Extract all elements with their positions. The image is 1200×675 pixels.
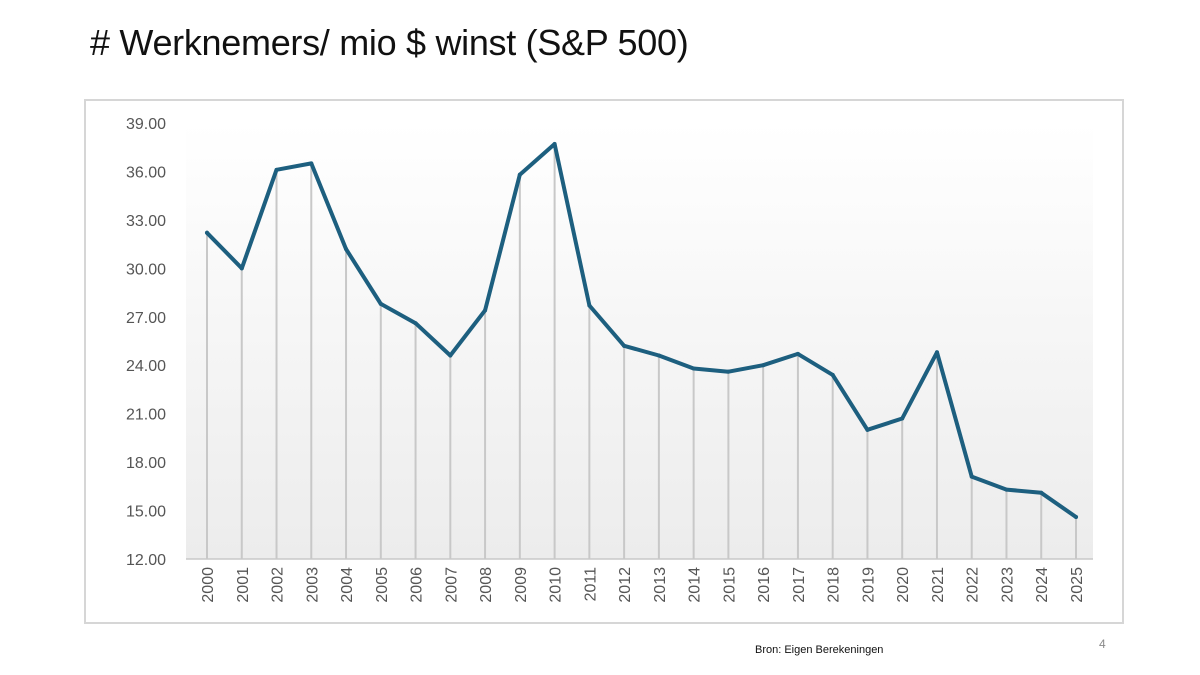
data-point — [309, 161, 314, 166]
x-tick-label: 2013 — [652, 567, 669, 603]
drop-lines — [206, 143, 1077, 559]
data-point — [344, 246, 349, 251]
line-chart: 12.00 15.00 18.00 21.00 24.00 27.00 30.00 33.00… — [126, 116, 1093, 603]
plot-area — [186, 123, 1093, 559]
x-tick-label: 2005 — [374, 567, 391, 603]
x-tick-label: 2011 — [582, 567, 599, 602]
data-point — [865, 427, 870, 432]
x-tick-label: 2009 — [513, 567, 530, 603]
y-axis: 12.00 15.00 18.00 21.00 24.00 27.00 30.00 33.00… — [126, 116, 166, 569]
x-tick-label: 2000 — [200, 567, 217, 603]
x-tick-label: 2018 — [826, 567, 843, 603]
x-tick-label: 2015 — [721, 567, 738, 603]
data-point — [691, 366, 696, 371]
data-point — [900, 416, 905, 421]
data-point — [622, 343, 627, 348]
data-point — [761, 363, 766, 368]
data-point — [413, 321, 418, 326]
source-note: Bron: Eigen Berekeningen — [755, 644, 884, 656]
chart-frame: 12.00 15.00 18.00 21.00 24.00 27.00 30.00 33.00… — [84, 99, 1124, 624]
x-tick-label: 2021 — [930, 567, 947, 603]
data-point — [517, 172, 522, 177]
y-tick-label: 21.00 — [126, 407, 166, 424]
y-tick-label: 33.00 — [126, 213, 166, 230]
data-point — [274, 167, 279, 172]
page-number: 4 — [1099, 637, 1106, 651]
data-point — [934, 350, 939, 355]
data-point — [1039, 490, 1044, 495]
y-tick-label: 30.00 — [126, 261, 166, 278]
data-point — [378, 301, 383, 306]
y-tick-label: 15.00 — [126, 504, 166, 521]
y-tick-label: 18.00 — [126, 455, 166, 472]
x-tick-label: 2002 — [270, 567, 287, 603]
x-tick-label: 2010 — [548, 567, 565, 603]
x-tick-label: 2019 — [860, 567, 877, 603]
y-tick-label: 12.00 — [126, 552, 166, 569]
data-point — [1074, 515, 1078, 520]
x-tick-label: 2022 — [965, 567, 982, 603]
data-point — [1004, 487, 1009, 492]
x-tick-label: 2001 — [235, 567, 252, 603]
x-tick-label: 2023 — [999, 567, 1016, 603]
x-tick-label: 2007 — [443, 567, 460, 603]
x-tick-label: 2008 — [478, 567, 495, 603]
x-axis: 2000 2001 2002 2003 2004 2005 2006 2007 2008 2009… — [200, 567, 1086, 603]
data-point — [656, 353, 661, 358]
y-tick-label: 39.00 — [126, 116, 166, 133]
data-point — [448, 353, 453, 358]
data-point — [483, 308, 488, 313]
slide-title: # Werknemers/ mio $ winst (S&P 500) — [90, 22, 689, 63]
x-tick-label: 2017 — [791, 567, 808, 603]
x-tick-label: 2003 — [304, 567, 321, 603]
x-tick-label: 2016 — [756, 567, 773, 603]
data-point — [795, 351, 800, 356]
data-point — [239, 266, 244, 271]
data-point — [969, 474, 974, 479]
y-tick-label: 36.00 — [126, 164, 166, 181]
x-tick-label: 2025 — [1069, 567, 1086, 603]
x-tick-label: 2004 — [339, 567, 356, 603]
data-point — [830, 372, 835, 377]
data-point — [587, 303, 592, 308]
x-tick-label: 2020 — [895, 567, 912, 603]
series-line — [205, 142, 1078, 519]
y-tick-label: 27.00 — [126, 310, 166, 327]
x-tick-label: 2012 — [617, 567, 634, 603]
x-tick-label: 2024 — [1034, 567, 1051, 603]
x-tick-label: 2006 — [409, 567, 426, 603]
data-points — [205, 141, 1078, 520]
x-tick-label: 2014 — [687, 567, 704, 603]
y-tick-label: 24.00 — [126, 358, 166, 375]
data-point — [726, 369, 731, 374]
data-point — [205, 230, 209, 235]
data-point — [552, 141, 557, 146]
